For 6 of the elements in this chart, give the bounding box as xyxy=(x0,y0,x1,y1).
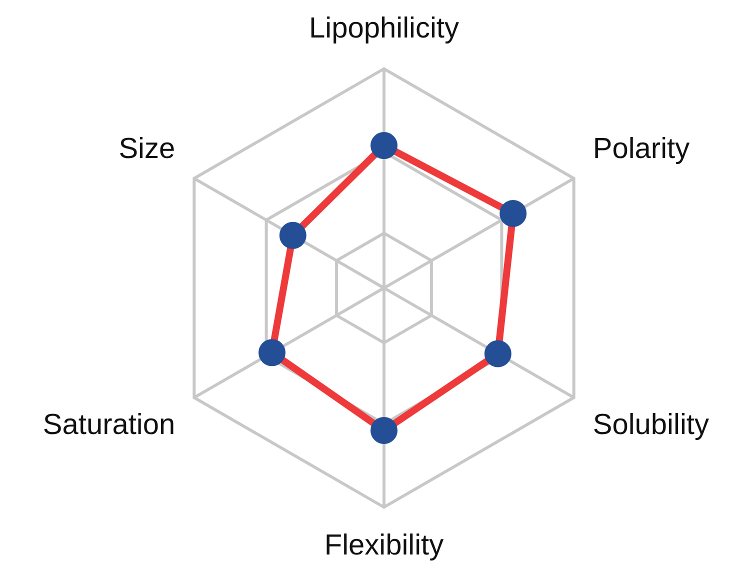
spoke-label: Size xyxy=(118,133,176,165)
spoke-label: Polarity xyxy=(592,133,690,165)
spoke-label: Flexibility xyxy=(324,530,444,562)
spoke-label: Solubility xyxy=(592,409,710,441)
spoke-label: Saturation xyxy=(42,409,176,441)
spoke-label: Lipophilicity xyxy=(309,12,460,44)
